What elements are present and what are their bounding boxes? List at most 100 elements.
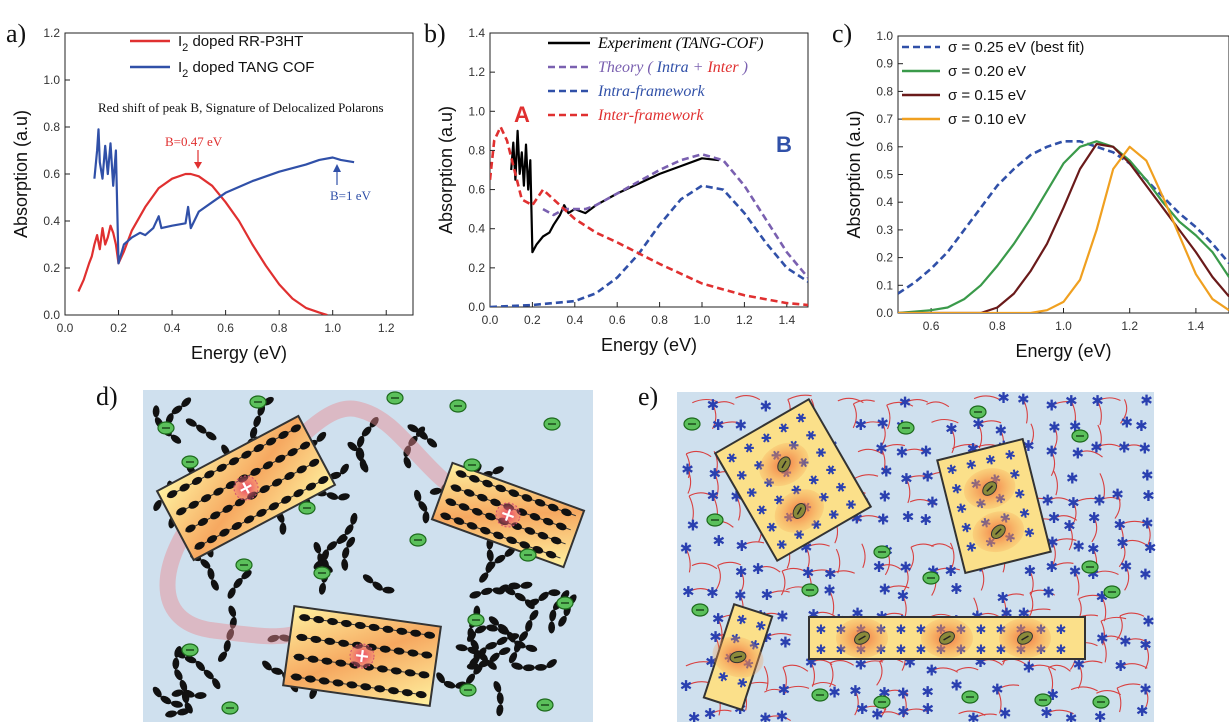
chart-a: 0.0 0.2 0.4 0.6 0.8 1.0 1.2 0.0 0.2 0.4 0.6 0.8 1.0 1… xyxy=(11,26,414,363)
thiophene-unit xyxy=(490,498,501,507)
framework-node: ✱ xyxy=(896,443,909,461)
framework-linker xyxy=(712,401,735,406)
framework-linker xyxy=(906,475,932,480)
framework-linker xyxy=(1092,570,1119,575)
framework-linker xyxy=(1097,424,1102,450)
chart-b: 0.0 0.2 0.4 0.6 0.8 1.0 1.2 1.4 0.0 0.2 0.4 0.6 0.8 1… xyxy=(436,26,809,355)
framework-node: ✱ xyxy=(680,539,693,557)
framework-node: ✱ xyxy=(1118,439,1131,457)
framework-node: ✱ xyxy=(1065,709,1078,722)
thiophene-unit xyxy=(188,500,199,509)
thiophene-unit xyxy=(519,541,531,549)
thiophene-unit xyxy=(194,541,205,550)
legend-label-0: Experiment (TANG-COF) xyxy=(597,35,763,52)
legend-part-4: ) xyxy=(739,59,748,76)
framework-node: ✱ xyxy=(921,467,934,485)
legend-subscript: 2 xyxy=(182,68,188,80)
thiophene-unit xyxy=(347,441,358,452)
framework-linker xyxy=(854,690,859,716)
y-tick-label: 0.9 xyxy=(876,57,893,71)
legend-main: I xyxy=(178,33,182,50)
thiophene-unit xyxy=(492,587,505,595)
thiophene-unit xyxy=(492,466,504,475)
legend-label-2: σ = 0.15 eV xyxy=(948,87,1026,104)
y-tick-label: 0.6 xyxy=(876,140,893,154)
framework-linker xyxy=(829,590,835,615)
cof-domain-2: ✱✱✱✱✱✱✱✱ xyxy=(702,602,774,712)
thiophene-unit xyxy=(525,620,533,632)
framework-linker xyxy=(884,585,910,590)
framework-node: ✱ xyxy=(736,537,749,555)
framework-node: ✱ xyxy=(707,487,720,505)
framework-linker xyxy=(782,664,809,672)
framework-linker xyxy=(1047,497,1071,502)
annotation-note: Red shift of peak B, Signature of Deloca… xyxy=(98,100,384,115)
framework-node: ✱ xyxy=(776,707,789,722)
framework-linker xyxy=(886,401,914,407)
framework-linker xyxy=(714,473,719,499)
thiophene-unit xyxy=(478,659,491,668)
thiophene-unit xyxy=(403,445,411,458)
framework-linker xyxy=(1002,593,1025,599)
framework-node: ✱ xyxy=(761,586,774,604)
framework-node: ✱ xyxy=(950,481,964,498)
framework-linker xyxy=(1097,397,1121,402)
thiophene-unit xyxy=(182,691,190,704)
thiophene-unit xyxy=(414,489,422,502)
framework-linker xyxy=(685,450,712,458)
thiophene-unit xyxy=(494,554,506,564)
framework-node: ✱ xyxy=(1040,704,1053,722)
framework-linker xyxy=(977,612,1000,618)
framework-node: ✱ xyxy=(1091,392,1104,410)
thiophene-unit xyxy=(219,528,230,537)
framework-node: ✱ xyxy=(1120,557,1133,575)
framework-linker xyxy=(830,570,855,575)
y-tick-label: 0.1 xyxy=(876,278,893,292)
plus-icon xyxy=(501,508,515,522)
framework-node: ✱ xyxy=(688,709,701,722)
framework-node: ✱ xyxy=(707,396,720,414)
panel-label-d: d) xyxy=(96,382,118,411)
framework-node: ✱ xyxy=(1069,563,1082,581)
thiophene-unit xyxy=(498,647,511,656)
thiophene-unit xyxy=(496,704,504,717)
framework-linker xyxy=(857,448,884,455)
thiophene-unit xyxy=(485,642,497,650)
thiophene-unit xyxy=(522,664,535,672)
thiophene-unit xyxy=(296,465,307,474)
framework-node: ✱ xyxy=(1139,681,1152,699)
framework-node: ✱ xyxy=(1088,509,1101,527)
x-axis-title: Energy (eV) xyxy=(191,343,287,363)
framework-linker xyxy=(1099,473,1105,498)
panel-label-a: a) xyxy=(6,19,26,48)
framework-linker xyxy=(1048,667,1054,692)
legend-rest: doped RR-P3HT xyxy=(188,33,303,50)
framework-node: ✱ xyxy=(734,416,747,434)
framework-linker xyxy=(688,495,694,521)
framework-node: ✱ xyxy=(1003,447,1017,464)
legend-label-2: Intra-framework xyxy=(597,83,706,100)
thiophene-unit xyxy=(318,677,330,685)
thiophene-unit xyxy=(361,426,372,437)
framework-linker xyxy=(952,444,978,450)
thiophene-unit xyxy=(267,634,280,643)
series-line-0 xyxy=(510,129,720,254)
thiophene-unit xyxy=(372,581,383,591)
framework-node: ✱ xyxy=(880,462,893,480)
framework-linker xyxy=(811,681,836,687)
thiophene-unit xyxy=(293,489,304,498)
crystalline-domains xyxy=(155,414,586,708)
thiophene-unit xyxy=(362,574,374,584)
x-tick-label: 0.2 xyxy=(524,313,541,327)
framework-node: ✱ xyxy=(1048,418,1061,436)
thiophene-unit xyxy=(390,667,402,675)
thiophene-unit xyxy=(153,499,162,511)
framework-linker xyxy=(1124,444,1148,450)
thiophene-unit xyxy=(268,502,279,511)
x-tick-label: 0.0 xyxy=(482,313,499,327)
thiophene-unit xyxy=(556,522,567,531)
annotation-peak-cof: B=1 eV xyxy=(330,188,372,203)
thiophene-unit xyxy=(225,480,236,490)
thiophene-unit xyxy=(426,438,438,448)
framework-node: ✱ xyxy=(997,589,1010,607)
